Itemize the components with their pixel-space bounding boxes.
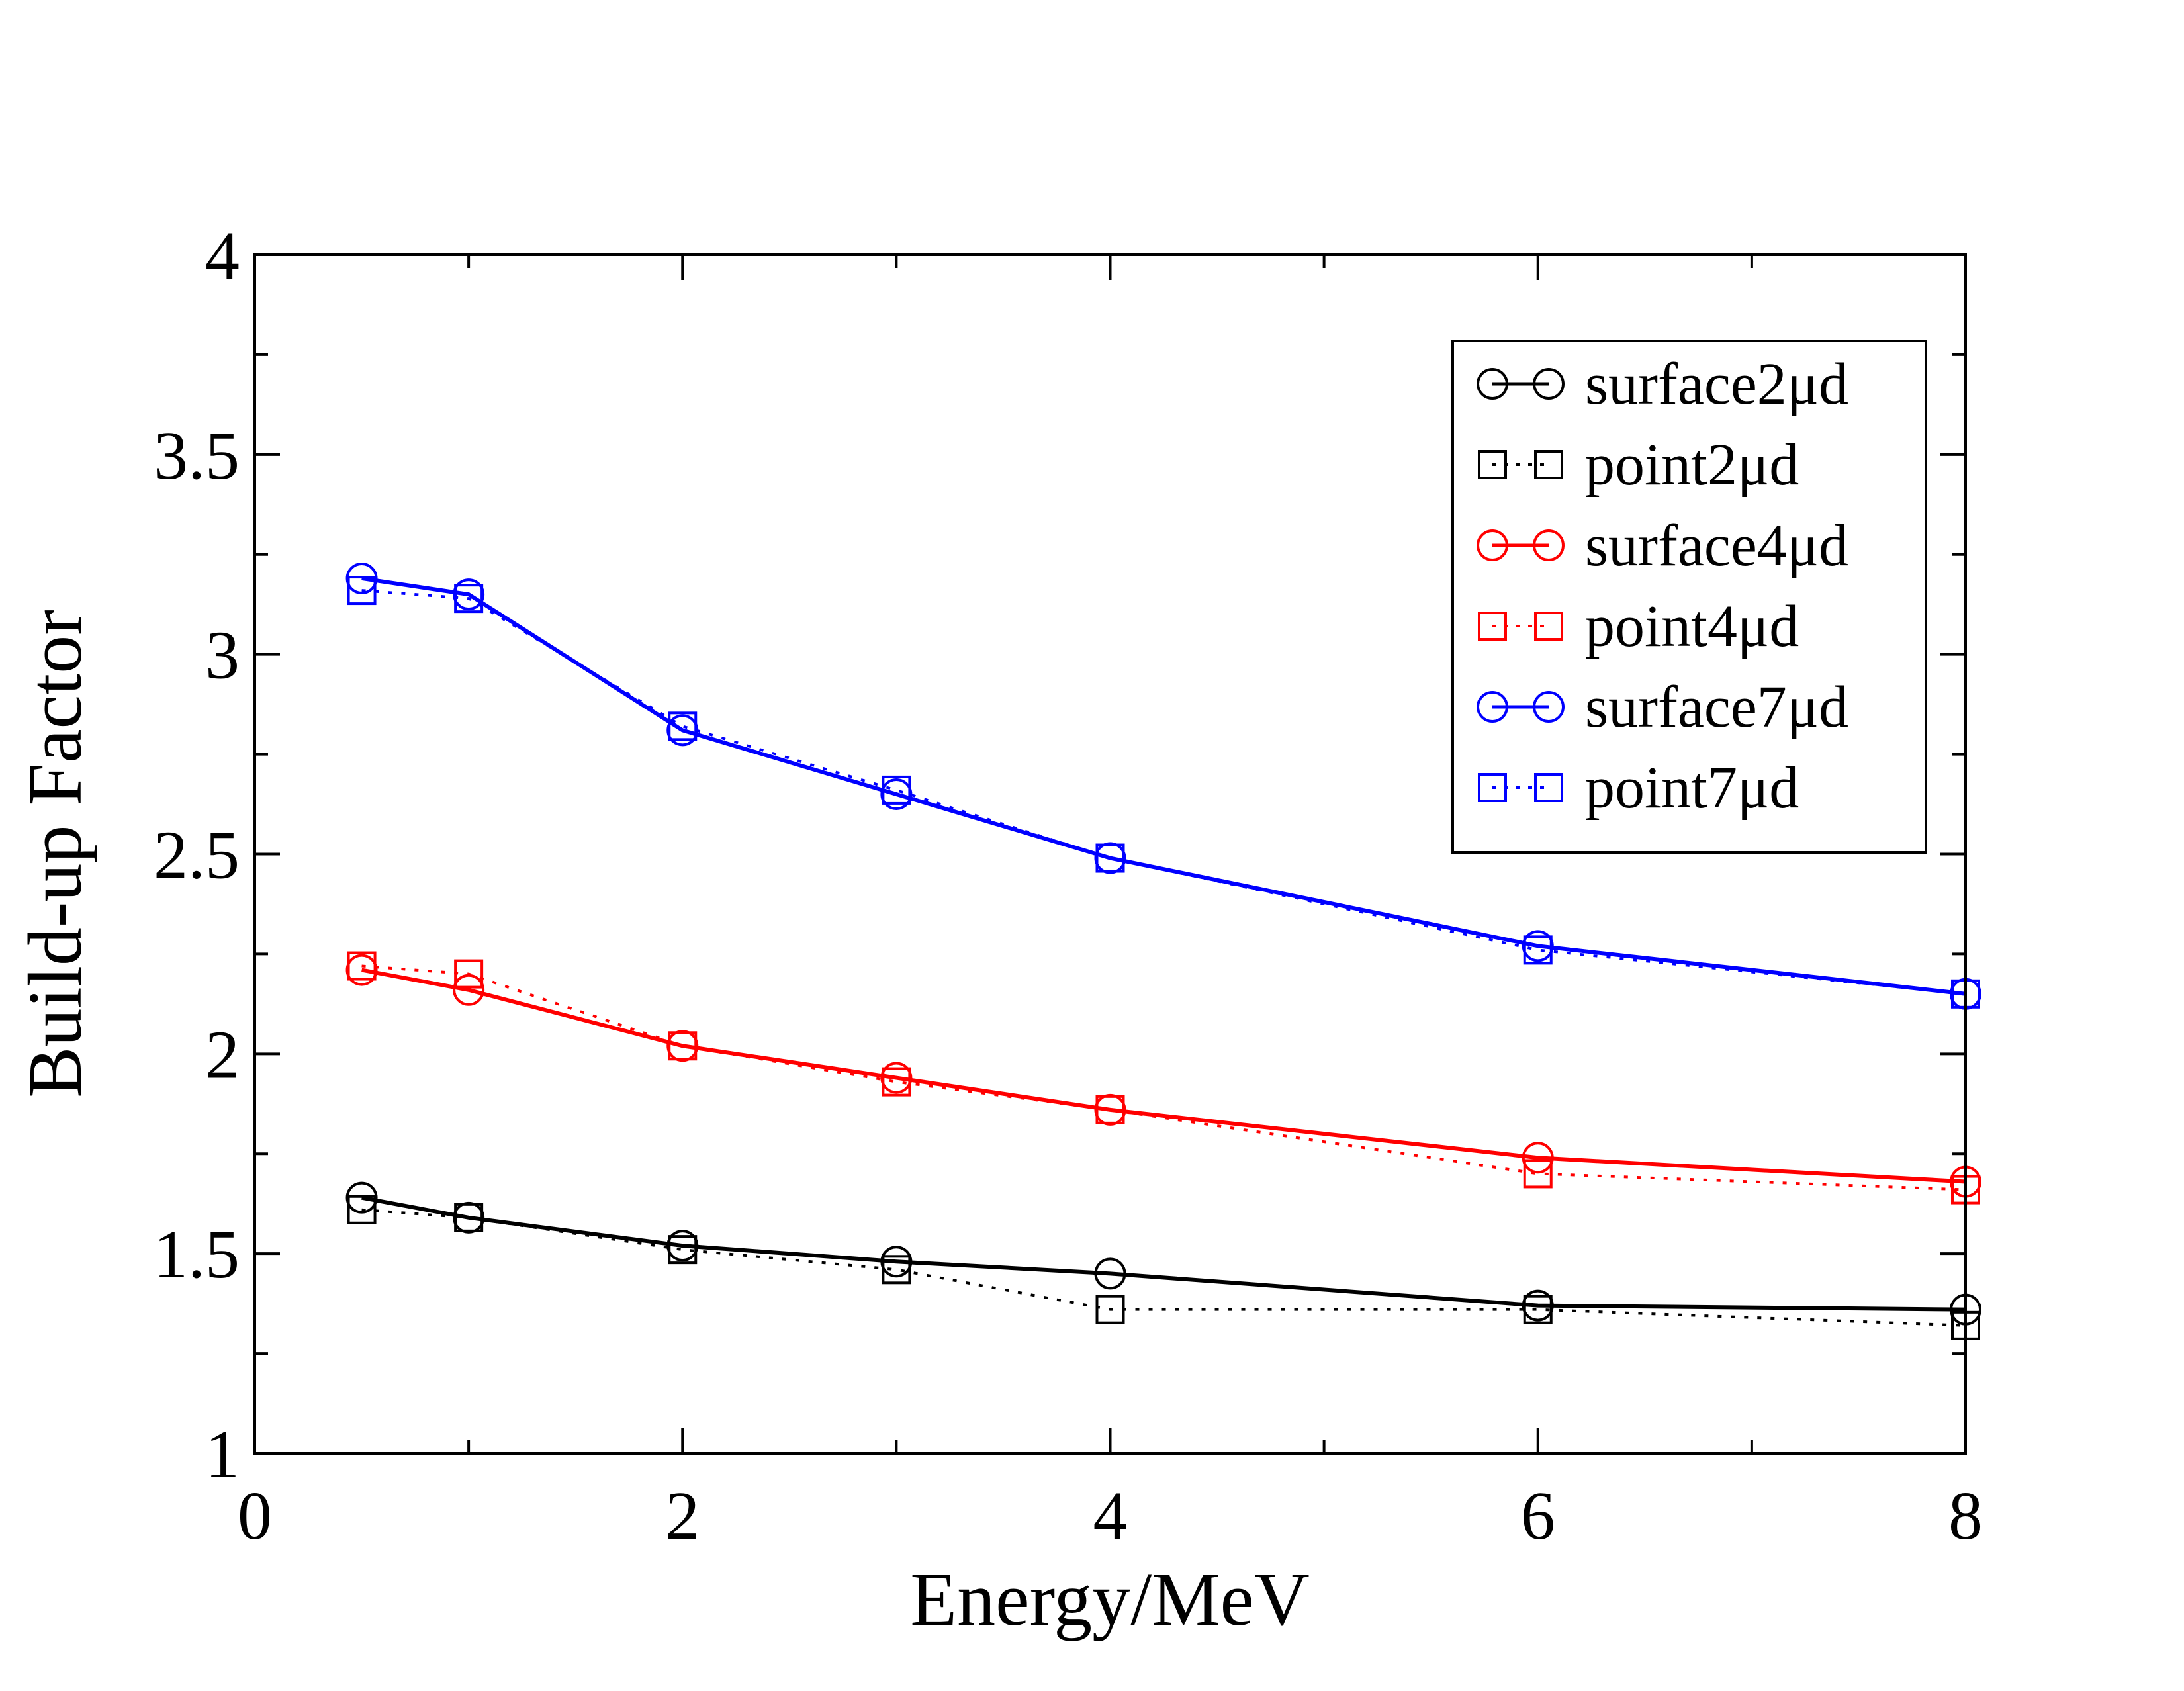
- data-point-circle: [1094, 1257, 1126, 1290]
- y-tick-label: 2.5: [154, 817, 240, 893]
- legend-marker: [1533, 368, 1565, 400]
- legend-label: point4μd: [1585, 594, 1799, 659]
- legend-marker: [1533, 529, 1565, 561]
- legend-label: surface4μd: [1585, 513, 1848, 578]
- y-tick-label: 2: [205, 1017, 240, 1093]
- legend-marker: [1534, 612, 1563, 641]
- x-axis-title: Energy/MeV: [910, 1557, 1310, 1642]
- data-point-square: [668, 1031, 698, 1061]
- series-point7μd: [347, 576, 1980, 1009]
- data-point-circle: [1522, 1142, 1554, 1174]
- data-point-square: [454, 959, 484, 989]
- data-point-square: [454, 1203, 484, 1232]
- series-line: [361, 964, 1966, 1191]
- data-point-circle: [453, 974, 485, 1006]
- data-point-square: [1523, 1159, 1553, 1189]
- data-point-square: [668, 1235, 698, 1265]
- y-axis-title: Build-up Factor: [13, 610, 98, 1098]
- legend-entry: point2μd: [1478, 432, 1799, 498]
- data-point-square: [882, 1255, 911, 1285]
- series-point4μd: [347, 951, 1980, 1205]
- x-tick-label: 4: [1093, 1478, 1128, 1554]
- data-point-square: [1095, 1095, 1125, 1124]
- legend-label: point7μd: [1585, 755, 1799, 821]
- data-point-square: [347, 576, 377, 606]
- legend-marker: [1477, 368, 1508, 400]
- axis-ticks: 0 2 4 6 8 1 1.5 2 2.5 3 3.5 4: [154, 218, 1983, 1554]
- data-point-square: [1095, 843, 1125, 873]
- data-point-square: [347, 1195, 377, 1224]
- y-tick-label: 1.5: [154, 1216, 240, 1293]
- legend-label: surface7μd: [1585, 674, 1848, 740]
- data-point-square: [882, 1067, 911, 1097]
- series-line: [361, 1208, 1966, 1327]
- y-tick-label: 3: [205, 617, 240, 694]
- x-tick-label: 0: [238, 1478, 272, 1554]
- data-point-square: [1523, 935, 1553, 965]
- x-tick-label: 6: [1521, 1478, 1555, 1554]
- legend-label: surface2μd: [1585, 351, 1848, 417]
- data-point-square: [668, 711, 698, 741]
- y-tick-label: 1: [205, 1416, 240, 1492]
- series-line: [361, 576, 1966, 996]
- legend-items: surface2μd point2μd surface4μd point4μd surf…: [1477, 351, 1848, 821]
- legend: surface2μd point2μd surface4μd point4μd surf…: [1451, 340, 1927, 854]
- data-point-square: [454, 584, 484, 614]
- x-tick-label: 8: [1948, 1478, 1983, 1554]
- legend-entry: surface2μd: [1477, 351, 1848, 417]
- series-line: [361, 589, 1966, 995]
- x-tick-label: 2: [665, 1478, 700, 1554]
- legend-entry: point4μd: [1478, 594, 1799, 659]
- legend-marker: [1477, 529, 1508, 561]
- legend-entry: surface7μd: [1477, 674, 1848, 740]
- data-point-square: [882, 775, 911, 805]
- legend-marker: [1534, 773, 1563, 802]
- legend-marker: [1533, 691, 1565, 723]
- y-tick-label: 4: [205, 218, 240, 294]
- legend-marker: [1478, 450, 1507, 479]
- legend-marker: [1477, 691, 1508, 723]
- legend-marker: [1534, 450, 1563, 479]
- legend-box: [1451, 340, 1927, 854]
- legend-entry: surface4μd: [1477, 513, 1848, 578]
- series-line: [361, 968, 1966, 1184]
- legend-label: point2μd: [1585, 432, 1799, 498]
- legend-entry: point7μd: [1478, 755, 1799, 821]
- data-point-square: [1095, 1295, 1125, 1324]
- data-point-square: [347, 951, 377, 981]
- legend-marker: [1478, 612, 1507, 641]
- legend-marker: [1478, 773, 1507, 802]
- data-point-square: [1523, 1295, 1553, 1324]
- y-tick-label: 3.5: [154, 418, 240, 494]
